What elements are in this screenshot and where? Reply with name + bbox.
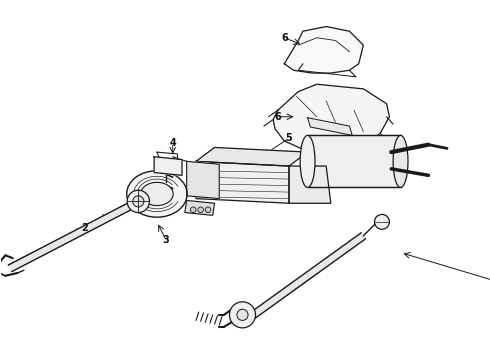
Polygon shape — [284, 27, 364, 73]
Circle shape — [198, 207, 203, 212]
Circle shape — [133, 196, 144, 207]
Text: 6: 6 — [281, 33, 288, 43]
Text: 4: 4 — [170, 138, 176, 148]
Polygon shape — [196, 148, 308, 166]
Circle shape — [374, 215, 390, 229]
Ellipse shape — [300, 135, 315, 188]
Circle shape — [237, 309, 248, 320]
Ellipse shape — [141, 182, 173, 206]
Text: 3: 3 — [163, 235, 170, 246]
Circle shape — [127, 190, 149, 212]
Polygon shape — [187, 161, 219, 199]
Polygon shape — [8, 200, 137, 272]
Polygon shape — [245, 233, 366, 323]
Polygon shape — [308, 135, 400, 188]
Polygon shape — [196, 161, 289, 203]
Polygon shape — [273, 84, 390, 152]
Polygon shape — [154, 157, 182, 175]
Ellipse shape — [393, 135, 408, 188]
Polygon shape — [289, 166, 331, 203]
Text: 6: 6 — [274, 112, 281, 122]
Circle shape — [229, 302, 255, 328]
Circle shape — [205, 207, 211, 212]
Circle shape — [191, 207, 196, 212]
Text: 5: 5 — [286, 133, 293, 143]
Ellipse shape — [127, 171, 187, 217]
Text: 2: 2 — [81, 223, 88, 233]
Polygon shape — [185, 201, 215, 215]
Polygon shape — [308, 118, 352, 135]
